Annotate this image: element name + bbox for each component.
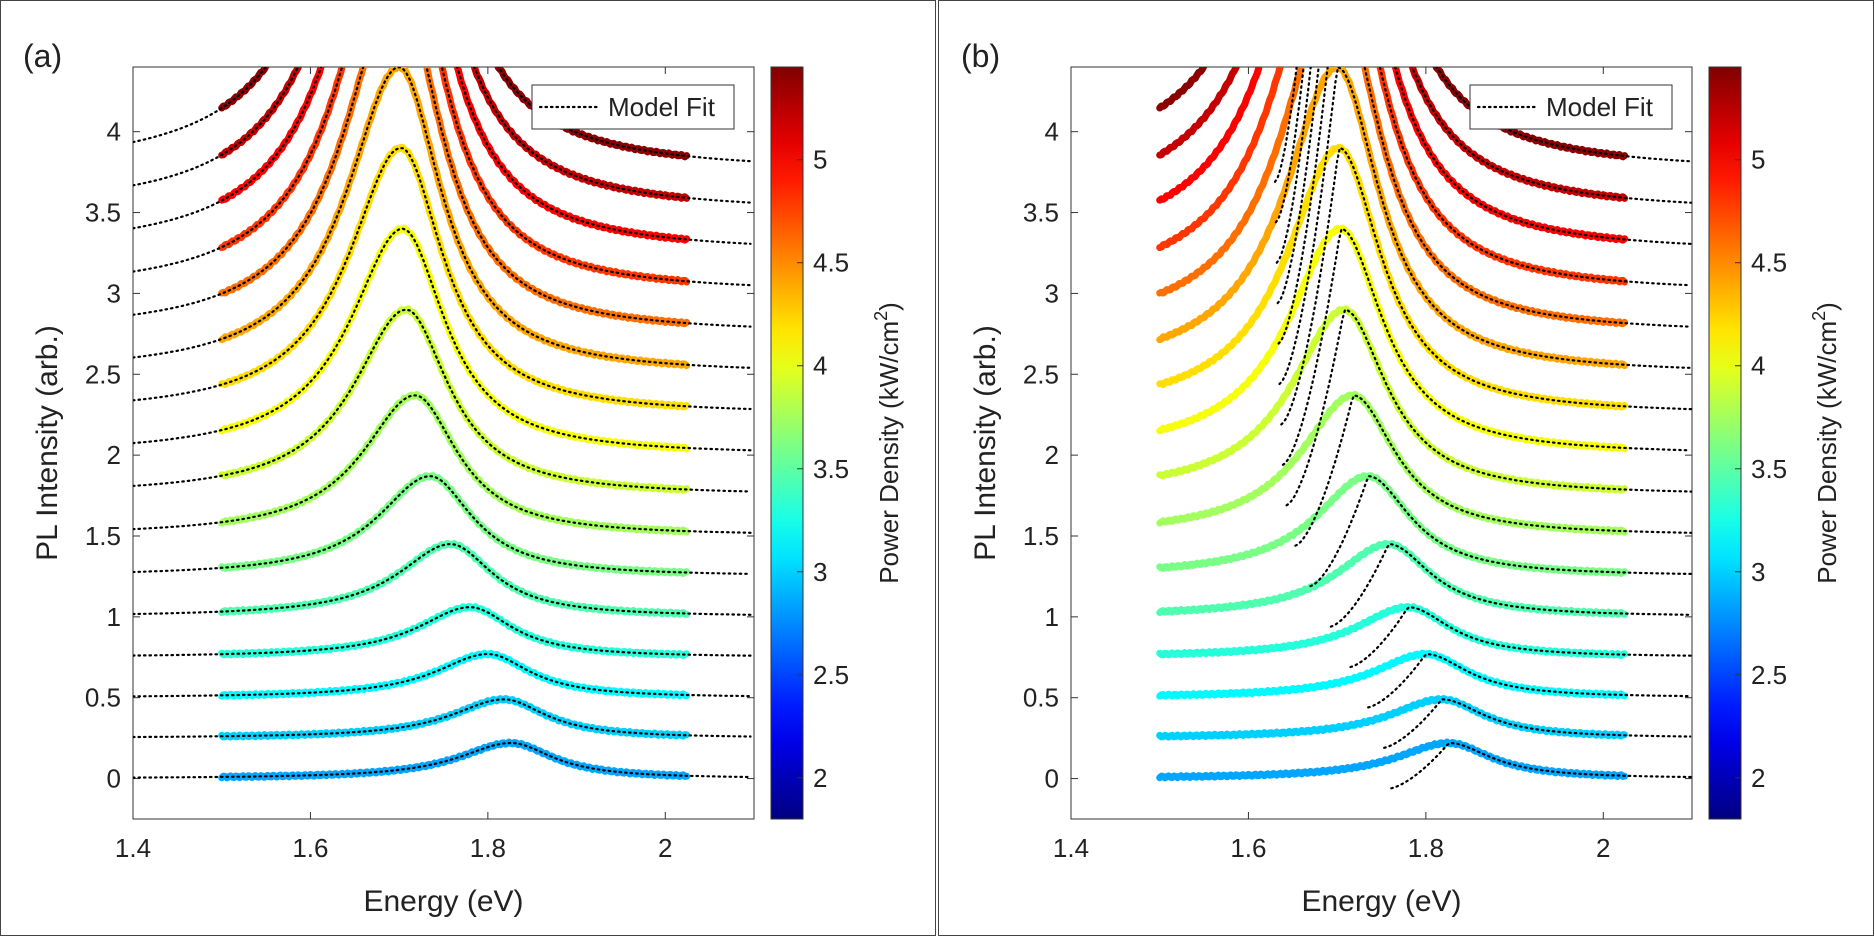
colorbar-tick-label: 4.5 — [813, 248, 849, 278]
colorbar-tick-label: 5 — [1751, 145, 1765, 175]
y-tick-label: 0 — [107, 764, 121, 794]
colorbar-tick-label: 4 — [813, 351, 827, 381]
y-tick-label: 1.5 — [1023, 521, 1059, 551]
model-fit-series — [1368, 654, 1690, 707]
panel-a-chart: 1.4 1.6 1.8 2 0 0.5 1 1.5 2 2.5 3 3.5 4 Energy (eV) PL… — [1, 1, 935, 935]
colorbar-label-sup: 2 — [1809, 311, 1829, 321]
y-tick-label: 4 — [107, 117, 121, 147]
colorbar-tick-label: 3 — [813, 557, 827, 587]
x-axis-label: Energy (eV) — [363, 885, 523, 918]
colorbar-tick-label: 4 — [1751, 351, 1765, 381]
data-series — [222, 699, 687, 738]
legend-label: Model Fit — [1546, 92, 1654, 122]
colorbar-tick-label: 3.5 — [1751, 454, 1787, 484]
data-series — [1160, 742, 1625, 778]
data-series — [222, 653, 687, 696]
y-axis-label: PL Intensity (arb.) — [31, 325, 64, 561]
y-tick-label: 1 — [107, 602, 121, 632]
colorbar-label-main: Power Density (kW/cm — [1812, 321, 1842, 584]
model-fit-series — [133, 544, 751, 615]
panel-label: (b) — [961, 38, 1000, 74]
data-series — [1160, 228, 1625, 449]
colorbar-tick-label: 2.5 — [1751, 660, 1787, 690]
x-tick-label: 1.4 — [115, 833, 151, 863]
colorbar-label: Power Density (kW/cm2) — [1809, 302, 1842, 584]
colorbar — [1709, 67, 1741, 819]
model-fit-series — [1391, 743, 1692, 788]
y-tick-label: 1.5 — [85, 521, 121, 551]
y-tick-label: 0 — [1045, 764, 1059, 794]
panel-a-frame: 1.4 1.6 1.8 2 0 0.5 1 1.5 2 2.5 3 3.5 4 Energy (eV) PL… — [0, 0, 936, 936]
x-tick-label: 1.8 — [470, 833, 506, 863]
data-series — [1160, 653, 1625, 696]
y-tick-label: 3.5 — [1023, 198, 1059, 228]
y-tick-label: 3 — [107, 278, 121, 308]
x-tick-label: 1.6 — [1230, 833, 1266, 863]
data-series — [222, 228, 687, 449]
data-series — [222, 544, 687, 615]
colorbar-tick-label: 2 — [1751, 763, 1765, 793]
x-axis-label: Energy (eV) — [1301, 885, 1461, 918]
colorbar-label-end: ) — [1812, 302, 1842, 311]
x-tick-label: 2 — [658, 833, 672, 863]
colorbar — [771, 67, 803, 819]
panel-label: (a) — [23, 38, 62, 74]
y-tick-label: 0.5 — [1023, 683, 1059, 713]
data-series — [1160, 395, 1625, 533]
x-tick-label: 1.4 — [1053, 833, 1089, 863]
y-tick-label: 2 — [107, 440, 121, 470]
data-series — [222, 395, 687, 533]
data-series — [1160, 544, 1625, 615]
y-axis-label: PL Intensity (arb.) — [969, 325, 1002, 561]
legend-label: Model Fit — [608, 92, 716, 122]
model-fit-series — [133, 395, 751, 532]
colorbar-label-main: Power Density (kW/cm — [874, 321, 904, 584]
colorbar-label: Power Density (kW/cm2) — [871, 302, 904, 584]
x-tick-label: 2 — [1596, 833, 1610, 863]
x-tick-label: 1.6 — [292, 833, 328, 863]
colorbar-label-end: ) — [874, 302, 904, 311]
colorbar-tick-label: 4.5 — [1751, 248, 1787, 278]
panel-b-frame: 1.4 1.6 1.8 2 0 0.5 1 1.5 2 2.5 3 3.5 4 Energy (eV) PL… — [938, 0, 1874, 936]
data-series — [222, 742, 687, 778]
y-tick-label: 3 — [1045, 278, 1059, 308]
y-tick-label: 1 — [1045, 602, 1059, 632]
model-fit-series — [1277, 1, 1692, 263]
model-fit-series — [1384, 699, 1690, 748]
colorbar-tick-label: 3 — [1751, 557, 1765, 587]
y-tick-label: 2 — [1045, 440, 1059, 470]
colorbar-tick-label: 2.5 — [813, 660, 849, 690]
colorbar-tick-label: 3.5 — [813, 454, 849, 484]
y-tick-label: 0.5 — [85, 683, 121, 713]
y-tick-label: 2.5 — [85, 359, 121, 389]
colorbar-label-sup: 2 — [871, 311, 891, 321]
x-tick-label: 1.8 — [1408, 833, 1444, 863]
model-fit-series — [1311, 476, 1692, 586]
panel-b-chart: 1.4 1.6 1.8 2 0 0.5 1 1.5 2 2.5 3 3.5 4 Energy (eV) PL… — [939, 1, 1873, 935]
colorbar-tick-label: 5 — [813, 145, 827, 175]
y-tick-label: 3.5 — [85, 198, 121, 228]
colorbar-tick-label: 2 — [813, 763, 827, 793]
y-tick-label: 4 — [1045, 117, 1059, 147]
y-tick-label: 2.5 — [1023, 359, 1059, 389]
